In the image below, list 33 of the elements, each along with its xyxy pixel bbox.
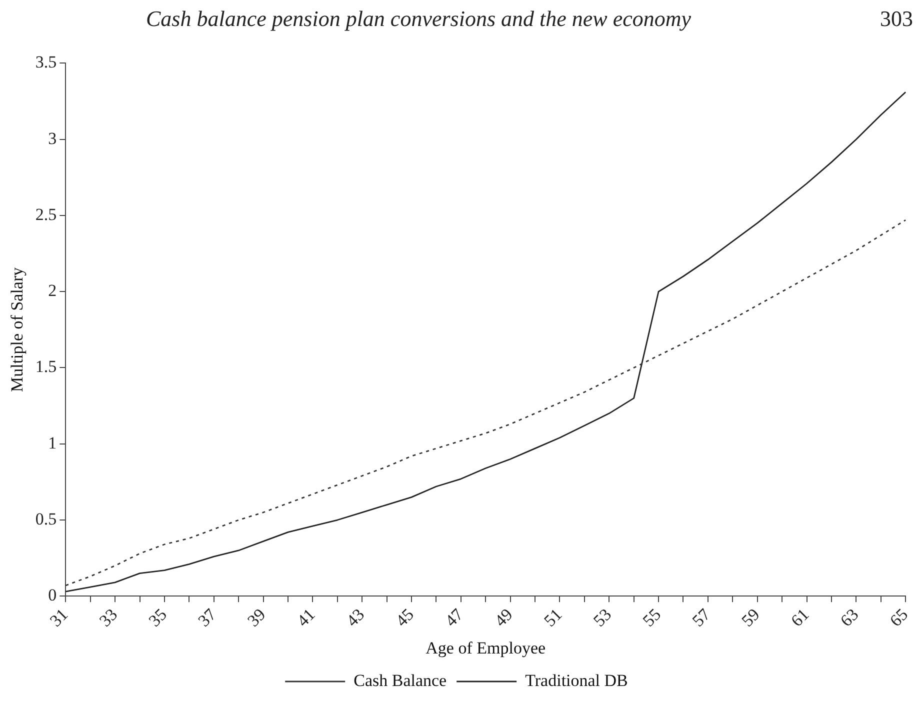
x-tick-label: 51 <box>540 604 566 630</box>
y-tick-label: 0 <box>48 586 57 605</box>
x-tick-label: 43 <box>342 604 368 630</box>
x-tick-label: 37 <box>194 604 220 630</box>
x-tick-label: 31 <box>46 604 72 630</box>
x-tick-label: 57 <box>688 604 714 630</box>
x-tick-label: 59 <box>738 604 764 630</box>
x-tick-label: 33 <box>96 604 122 630</box>
x-tick-label: 47 <box>441 604 468 630</box>
y-tick-label: 3 <box>48 128 57 148</box>
y-tick-label: 2 <box>48 281 57 300</box>
x-tick-label: 41 <box>293 604 319 630</box>
y-axis-title: Multiple of Salary <box>8 266 27 392</box>
y-tick-label: 3.5 <box>35 52 57 72</box>
x-tick-label: 45 <box>392 604 418 630</box>
x-tick-label: 35 <box>144 604 170 630</box>
y-tick-label: 0.5 <box>35 509 57 528</box>
x-axis-title: Age of Employee <box>426 638 546 658</box>
text: 303 <box>880 6 913 32</box>
text: Cash balance pension plan conversions and the new economy <box>146 6 692 32</box>
x-tick-label: 61 <box>787 604 813 630</box>
x-tick-label: 53 <box>590 604 616 630</box>
x-tick-label: 39 <box>244 604 270 630</box>
y-tick-label: 2.5 <box>35 204 57 224</box>
legend-label: Cash Balance <box>354 670 447 690</box>
y-tick-label: 1 <box>48 433 57 452</box>
x-tick-label: 49 <box>490 604 516 630</box>
y-tick-label: 1.5 <box>35 357 57 376</box>
x-tick-label: 65 <box>886 604 912 630</box>
line-series <box>64 219 906 586</box>
x-tick-label: 63 <box>836 604 862 630</box>
x-tick-label: 55 <box>639 604 665 630</box>
legend-label: Traditional DB <box>525 670 628 690</box>
